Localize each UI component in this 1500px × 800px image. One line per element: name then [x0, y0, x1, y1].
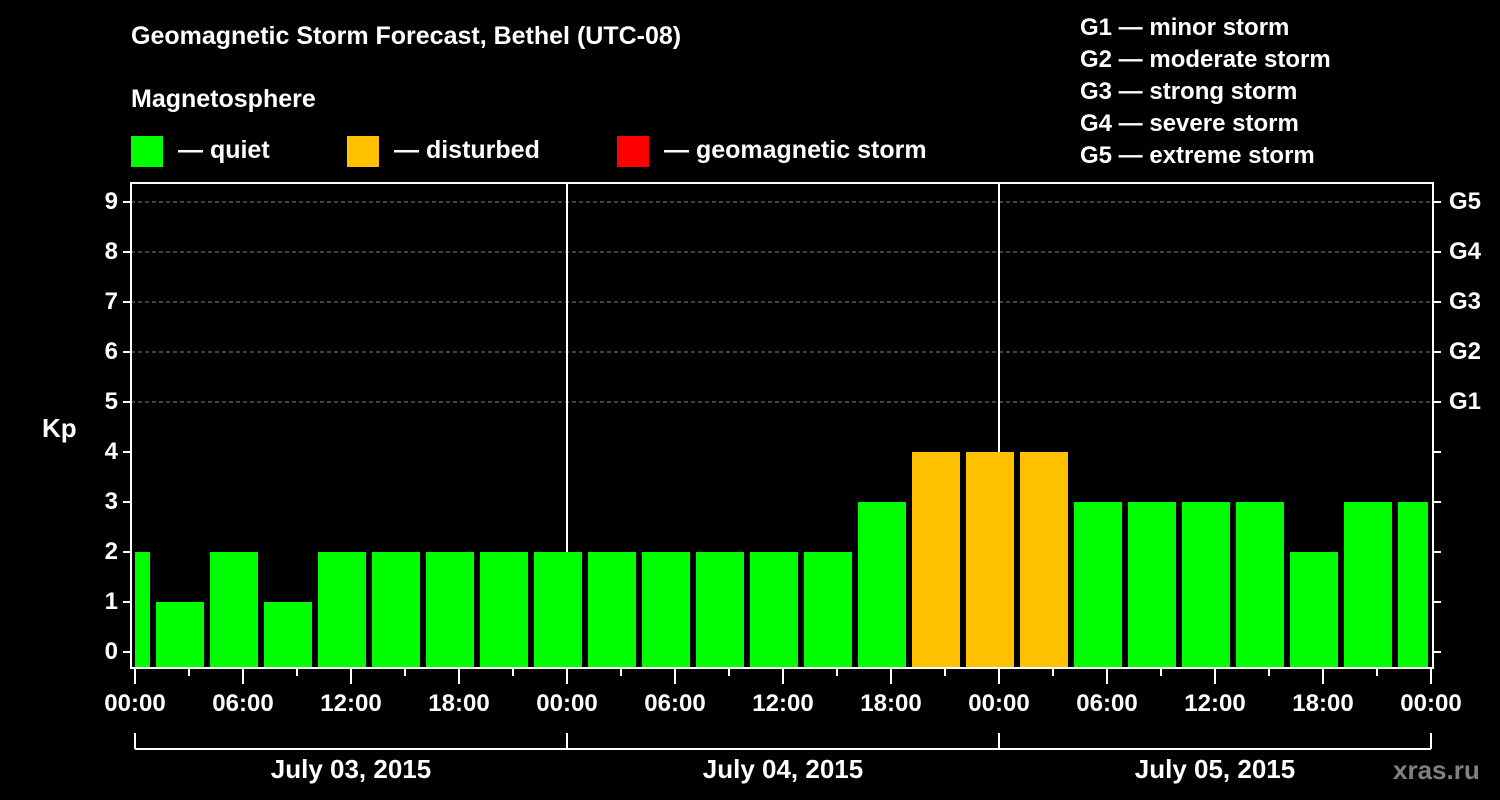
- y-tick-label: 3: [104, 488, 118, 515]
- g-level-label: G4: [1449, 238, 1482, 265]
- x-tick-label: 06:00: [1076, 690, 1138, 717]
- y-tick-label: 8: [104, 238, 118, 265]
- legend-label-storm: — geomagnetic storm: [664, 136, 927, 164]
- x-tick-label: 06:00: [212, 690, 274, 717]
- y-tick-label: 0: [104, 638, 118, 665]
- kp-bar: [588, 552, 636, 668]
- kp-bar: [858, 502, 906, 668]
- g-level-label: G2: [1449, 338, 1482, 365]
- legend-label-quiet: — quiet: [178, 136, 270, 164]
- date-label: July 05, 2015: [1134, 754, 1296, 784]
- kp-bar: [642, 552, 690, 668]
- kp-bar: [1344, 502, 1392, 668]
- kp-bar: [696, 552, 744, 668]
- x-tick-label: 18:00: [428, 690, 490, 717]
- y-tick-label: 5: [104, 388, 118, 415]
- kp-bar: [1398, 502, 1428, 668]
- y-tick-label: 2: [104, 538, 118, 565]
- kp-bar: [135, 552, 150, 668]
- g-scale-g1: G1 — minor storm: [1080, 14, 1290, 41]
- kp-bar: [1128, 502, 1176, 668]
- kp-bar: [1290, 552, 1338, 668]
- kp-bar: [480, 552, 528, 668]
- x-tick-label: 12:00: [752, 690, 814, 717]
- g-level-label: G1: [1449, 388, 1482, 415]
- x-tick-label: 18:00: [1292, 690, 1354, 717]
- kp-bar: [1074, 502, 1122, 668]
- legend-swatch-storm: [617, 136, 649, 167]
- legend-swatch-quiet: [131, 136, 163, 167]
- chart-title: Geomagnetic Storm Forecast, Bethel (UTC-…: [131, 22, 682, 50]
- y-tick-label: 1: [104, 588, 118, 615]
- y-axis-label: Kp: [42, 413, 77, 443]
- y-tick-label: 6: [104, 338, 118, 365]
- g-scale-g4: G4 — severe storm: [1080, 110, 1299, 137]
- x-tick-label: 12:00: [1184, 690, 1246, 717]
- date-label: July 04, 2015: [702, 754, 864, 784]
- kp-bar: [426, 552, 474, 668]
- x-tick-label: 00:00: [536, 690, 598, 717]
- kp-bar: [1236, 502, 1284, 668]
- kp-bar: [804, 552, 852, 668]
- x-tick-label: 00:00: [104, 690, 166, 717]
- date-label: July 03, 2015: [270, 754, 432, 784]
- kp-bar: [966, 452, 1014, 668]
- legend-label-disturbed: — disturbed: [394, 136, 540, 164]
- legend-swatch-disturbed: [347, 136, 379, 167]
- kp-bar: [750, 552, 798, 668]
- x-tick-label: 06:00: [644, 690, 706, 717]
- g-scale-g3: G3 — strong storm: [1080, 78, 1298, 105]
- kp-bar: [912, 452, 960, 668]
- kp-bar: [156, 602, 204, 668]
- g-scale-g2: G2 — moderate storm: [1080, 46, 1331, 73]
- y-tick-label: 7: [104, 288, 118, 315]
- x-tick-label: 12:00: [320, 690, 382, 717]
- x-tick-label: 18:00: [860, 690, 922, 717]
- kp-bar: [1020, 452, 1068, 668]
- kp-bar: [1182, 502, 1230, 668]
- kp-bar: [210, 552, 258, 668]
- y-tick-label: 9: [104, 188, 118, 215]
- g-level-label: G3: [1449, 288, 1482, 315]
- x-tick-label: 00:00: [968, 690, 1030, 717]
- kp-bar: [264, 602, 312, 668]
- legend-title: Magnetosphere: [131, 85, 316, 113]
- kp-bar: [534, 552, 582, 668]
- g-level-label: G5: [1449, 188, 1482, 215]
- kp-bar: [372, 552, 420, 668]
- x-tick-label: 00:00: [1400, 690, 1462, 717]
- kp-bar: [318, 552, 366, 668]
- g-scale-g5: G5 — extreme storm: [1080, 142, 1315, 169]
- y-tick-label: 4: [104, 438, 118, 465]
- watermark: xras.ru: [1393, 755, 1480, 785]
